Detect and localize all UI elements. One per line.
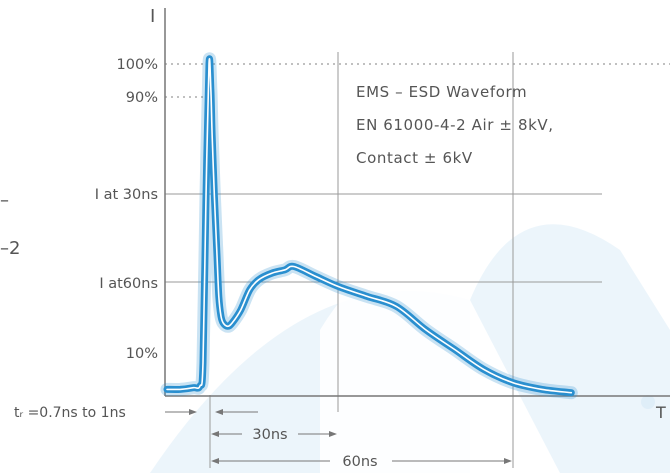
y-tick-30ns: I at 30ns [95,187,158,203]
waveform-series [160,52,578,400]
waveform-highlight [166,58,573,394]
axes [164,8,670,397]
watermark-arc-2 [470,224,670,473]
y-axis-label: I [150,6,155,27]
watermark-dot [641,395,655,409]
partial-left-text-1: – [0,190,9,211]
y-tick-60ns: I at60ns [99,276,158,292]
title-line-1: EMS – ESD Waveform [356,83,527,101]
title-line-2: EN 61000-4-2 Air ± 8kV, [356,116,554,134]
title-line-3: Contact ± 6kV [356,149,473,167]
x-axis-label: T [655,403,666,422]
watermark-logo [150,224,670,473]
span-30ns-arrow [211,431,337,437]
y-tick-90: 90% [126,90,158,106]
partial-left-text-2: –2 [0,238,20,259]
span-30ns-label: 30ns [252,427,287,443]
rise-time-arrows [165,400,258,424]
y-tick-10: 10% [126,346,158,362]
grid-lines [165,52,670,468]
span-60ns-label: 60ns [342,454,377,470]
rise-time-label: tᵣ =0.7ns to 1ns [14,405,126,421]
span-60ns-arrow [211,458,512,464]
y-tick-100: 100% [117,57,158,73]
watermark-cut [320,253,470,473]
